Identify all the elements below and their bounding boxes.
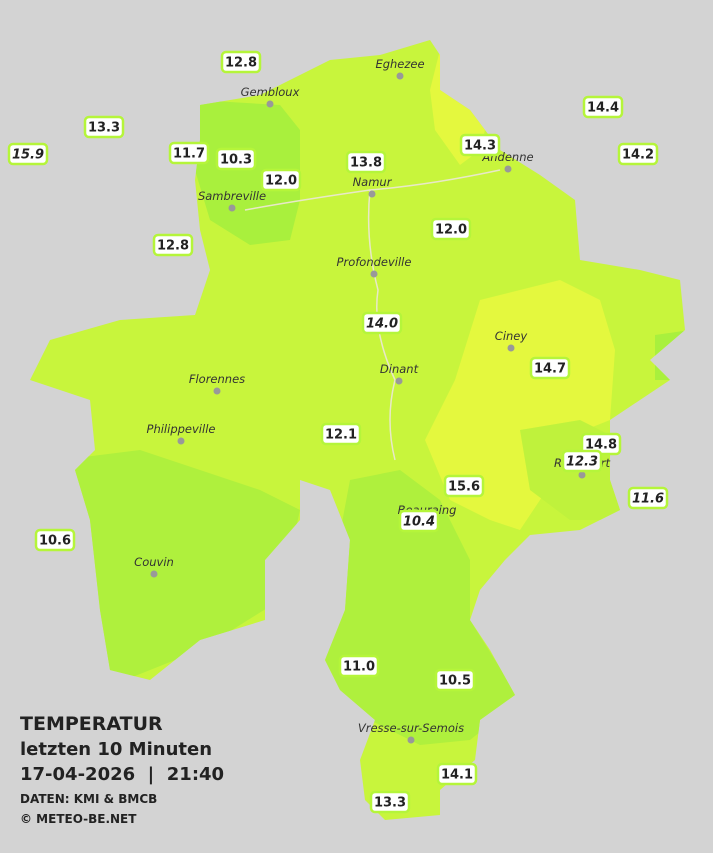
city-dot (213, 387, 221, 395)
city-dot (507, 344, 515, 352)
station-value: 11.7 (173, 147, 205, 162)
station-value: 14.3 (464, 139, 496, 154)
source: DATEN: KMI & BMCB (20, 792, 157, 806)
city-dot (578, 471, 586, 479)
station-box (320, 422, 362, 446)
city-name: Ciney (495, 329, 528, 343)
city-name: Couvin (134, 555, 174, 569)
station-box (260, 168, 302, 192)
station-box (369, 790, 411, 814)
station-value: 10.6 (39, 534, 71, 549)
station-value: 10.5 (439, 674, 471, 689)
station-value: 13.3 (88, 121, 120, 136)
station-value: 14.0 (366, 317, 398, 332)
zone-cool (655, 330, 685, 380)
datetime: 17-04-2026 | 21:40 (20, 764, 224, 785)
station-box (220, 50, 262, 74)
station-box (627, 486, 669, 510)
station-value: 15.6 (448, 480, 480, 495)
station-box (459, 133, 501, 157)
city-name: Profondeville (337, 255, 412, 269)
station-box (338, 654, 380, 678)
station-value: 10.4 (403, 515, 435, 530)
station-box (345, 150, 387, 174)
station-box (361, 311, 403, 335)
city-name: Sambreville (198, 189, 266, 203)
station-box (561, 449, 603, 473)
zone-cool (195, 100, 300, 245)
zone-cool (60, 450, 300, 690)
zone-warm (425, 280, 615, 530)
station-value: 11.6 (632, 492, 664, 507)
station-box (398, 509, 440, 533)
city-dot (407, 736, 415, 744)
city-name: Namur (353, 175, 393, 189)
stations: 12.8 13.3 15.9 11.7 10.3 12.0 13.8 14.3 14.4 14.2… (7, 50, 669, 814)
station-box (436, 762, 478, 786)
station-value: 12.0 (265, 174, 297, 189)
station-value: 12.8 (225, 56, 257, 71)
city-dot (228, 204, 236, 212)
city-dot (396, 72, 404, 80)
station-value: 15.9 (12, 148, 44, 163)
subtitle: letzten 10 Minuten (20, 739, 212, 760)
station-box (434, 668, 476, 692)
station-box (34, 528, 76, 552)
station-value: 14.2 (622, 148, 654, 163)
station-value: 10.3 (220, 153, 252, 168)
city-name: Florennes (189, 372, 245, 386)
city-dot (504, 165, 512, 173)
city-name: Philippeville (147, 422, 216, 436)
station-value: 12.8 (157, 239, 189, 254)
city-dot (395, 377, 403, 385)
station-box (617, 142, 659, 166)
city-name: Eghezee (375, 57, 424, 71)
copyright: © METEO-BE.NET (20, 812, 137, 826)
station-box (529, 356, 571, 380)
station-value: 12.0 (435, 223, 467, 238)
station-value: 14.7 (534, 362, 566, 377)
city-name: Vresse-sur-Semois (358, 721, 464, 735)
city-dot (177, 437, 185, 445)
station-value: 13.3 (374, 796, 406, 811)
station-value: 12.3 (566, 455, 598, 470)
title: TEMPERATUR (20, 713, 163, 735)
station-value: 14.1 (441, 768, 473, 783)
station-box (582, 95, 624, 119)
station-box (215, 147, 257, 171)
station-box (168, 141, 210, 165)
station-box (152, 233, 194, 257)
station-value: 13.8 (350, 156, 382, 171)
station-box (83, 115, 125, 139)
city-dot (266, 100, 274, 108)
city-name: Dinant (380, 362, 419, 376)
city-dot (370, 270, 378, 278)
city-dot (368, 190, 376, 198)
city-name: Gembloux (241, 85, 300, 99)
station-value: 14.8 (585, 438, 617, 453)
station-value: 11.0 (343, 660, 375, 675)
legend-text: TEMPERATUR letzten 10 Minuten 17-04-2026… (20, 713, 224, 826)
station-value: 12.1 (325, 428, 357, 443)
station-box (430, 217, 472, 241)
station-value: 14.4 (587, 101, 619, 116)
city-dot (150, 570, 158, 578)
station-box (7, 142, 49, 166)
station-box (443, 474, 485, 498)
